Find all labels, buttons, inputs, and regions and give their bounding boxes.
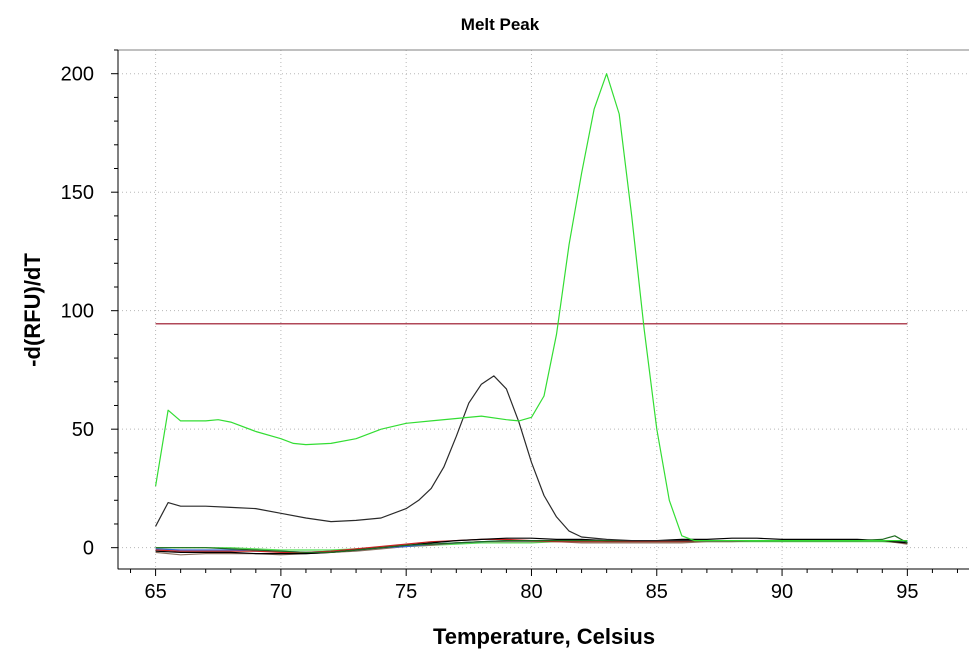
series-line-4 (155, 537, 908, 555)
chart-title: Melt Peak (461, 15, 540, 34)
series-layer (155, 73, 908, 556)
series-line-1 (155, 73, 908, 542)
y-tick-label: 150 (61, 182, 94, 204)
y-tick-label: 200 (61, 64, 94, 86)
x-tick-label: 65 (144, 581, 166, 603)
x-tick-label: 75 (395, 581, 417, 603)
x-tick-label: 80 (520, 581, 542, 603)
series-line-8 (155, 541, 908, 551)
x-tick-label: 95 (896, 581, 918, 603)
y-tick-label: 0 (83, 538, 94, 560)
x-tick-label: 85 (646, 581, 668, 603)
y-tick-label: 50 (72, 419, 94, 441)
plot-area-frame (117, 49, 969, 570)
axes: 65 70 75 80 85 90 95 0 50 100 150 200 (61, 49, 969, 603)
x-axis-title: Temperature, Celsius (433, 624, 655, 649)
x-tick-label: 70 (270, 581, 292, 603)
y-tick-label: 100 (61, 301, 94, 323)
grid-lines (118, 50, 969, 569)
x-tick-label: 90 (771, 581, 793, 603)
y-axis-title: -d(RFU)/dT (20, 253, 45, 367)
